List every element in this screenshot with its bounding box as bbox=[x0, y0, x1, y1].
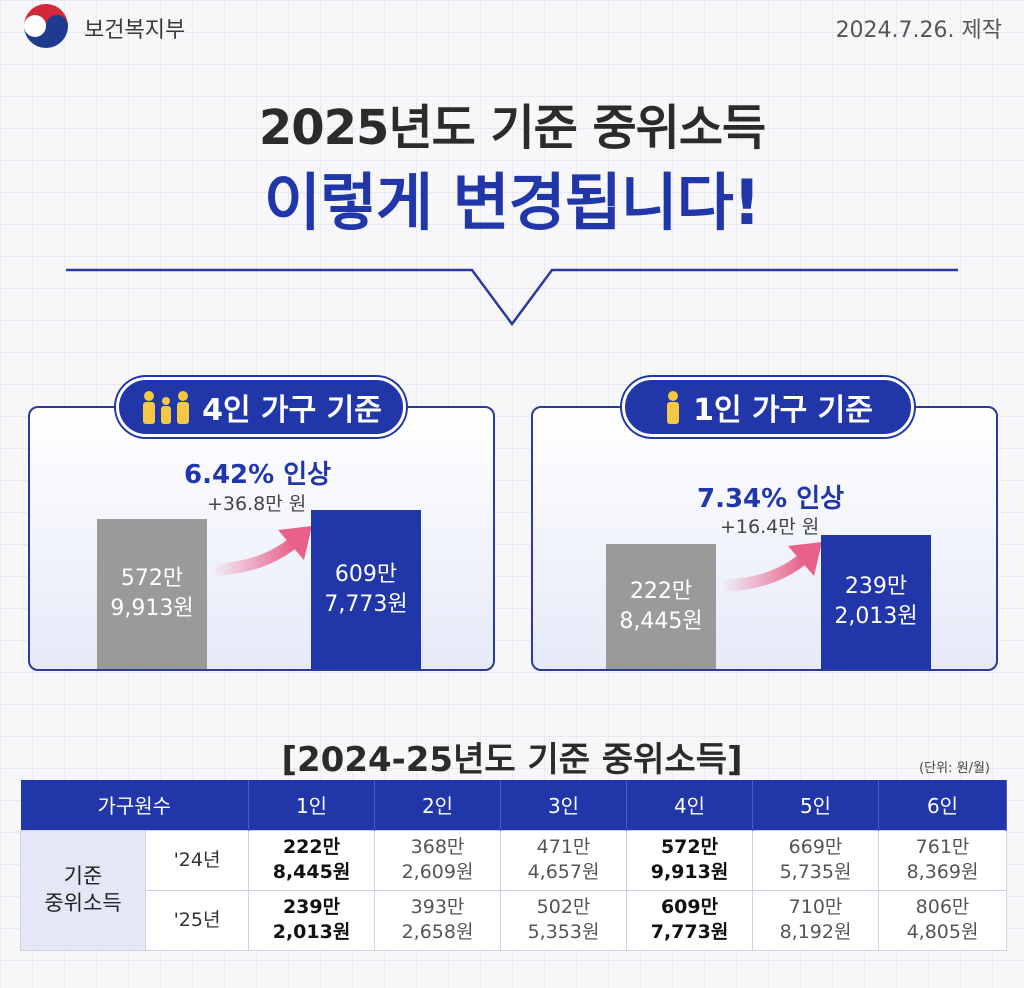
table-cell: 239만 2,013원 bbox=[248, 889, 376, 951]
increase-amount-4person: +36.8만 원 bbox=[207, 493, 307, 515]
row-label-median-income: 기준 중위소득 bbox=[20, 829, 146, 951]
header-col: 3인 bbox=[500, 780, 628, 830]
table-row: '25년 239만 2,013원 393만 2,658원 502만 5,353원 60… bbox=[21, 889, 1008, 951]
pill-4person-label: 4인 가구 기준 bbox=[202, 393, 382, 428]
bar-label: 222만 bbox=[629, 578, 693, 604]
table-cell: 609만 7,773원 bbox=[626, 889, 754, 951]
bar-label: 8,445원 bbox=[619, 608, 703, 634]
table-unit: (단위: 원/월) bbox=[919, 761, 990, 776]
table-cell: 471만 4,657원 bbox=[500, 829, 628, 891]
pill-1person-label: 1인 가구 기준 bbox=[693, 393, 873, 428]
table-title: [2024-25년도 기준 중위소득] bbox=[281, 740, 743, 780]
table-cell: 502만 5,353원 bbox=[500, 889, 628, 951]
header-household-size: 가구원수 bbox=[20, 780, 250, 830]
header-col: 6인 bbox=[878, 780, 1008, 830]
header-col: 4인 bbox=[626, 780, 754, 830]
table-cell: 761만 8,369원 bbox=[878, 829, 1008, 891]
bar-label: 609만 bbox=[334, 561, 398, 587]
increase-amount-1person: +16.4만 원 bbox=[720, 516, 820, 538]
ministry-logo-icon bbox=[24, 4, 68, 48]
bar-label: 9,913원 bbox=[110, 596, 194, 621]
table-cell: 669만 5,735원 bbox=[752, 829, 880, 891]
median-income-table: 가구원수 1인 2인 3인 4인 5인 6인 기준 중위소득 '24년 222만… bbox=[20, 780, 1008, 951]
bar-label: 572만 bbox=[120, 566, 184, 592]
bar-label: 2,013원 bbox=[834, 604, 918, 629]
pill-4person: 4인 가구 기준 bbox=[116, 377, 406, 437]
header-col: 5인 bbox=[752, 780, 880, 830]
person-icon bbox=[667, 391, 680, 424]
bar-1person-2024: 222만 8,445원 bbox=[606, 544, 716, 669]
increase-pct-4person: 6.42% 인상 bbox=[184, 460, 332, 490]
table-cell: 368만 2,609원 bbox=[374, 829, 502, 891]
increase-arrow-4person-icon bbox=[208, 526, 312, 576]
year-label: '25년 bbox=[144, 889, 250, 951]
table-cell: 572만 9,913원 bbox=[626, 829, 754, 891]
table-cell: 393만 2,658원 bbox=[374, 889, 502, 951]
bar-label: 239만 bbox=[844, 574, 908, 600]
bar-4person-2024: 572만 9,913원 bbox=[97, 519, 207, 669]
made-date: 2024.7.26. 제작 bbox=[835, 18, 1002, 43]
table-cell: 710만 8,192원 bbox=[752, 889, 880, 951]
row-label-line: 기준 bbox=[63, 863, 103, 888]
increase-arrow-1person-icon bbox=[718, 542, 822, 592]
page-title-line2: 이렇게 변경됩니다! bbox=[263, 166, 761, 239]
year-label: '24년 bbox=[144, 829, 250, 891]
row-label-line: 중위소득 bbox=[44, 891, 122, 915]
bar-label: 7,773원 bbox=[324, 591, 408, 617]
family-icon bbox=[143, 391, 190, 424]
increase-pct-1person: 7.34% 인상 bbox=[697, 484, 845, 514]
divider-arrow bbox=[66, 268, 958, 327]
bar-4person-2025: 609만 7,773원 bbox=[311, 510, 421, 669]
page-title-line1: 2025년도 기준 중위소득 bbox=[258, 100, 766, 156]
header-col: 2인 bbox=[374, 780, 502, 830]
table-header-row: 가구원수 1인 2인 3인 4인 5인 6인 bbox=[20, 780, 1008, 830]
table-cell: 222만 8,445원 bbox=[248, 829, 376, 891]
table-row: 기준 중위소득 '24년 222만 8,445원 368만 2,609원 471만 4… bbox=[20, 829, 1008, 951]
table-cell: 806만 4,805원 bbox=[878, 889, 1008, 951]
header-col: 1인 bbox=[248, 780, 376, 830]
ministry-name: 보건복지부 bbox=[84, 18, 186, 43]
pill-1person: 1인 가구 기준 bbox=[622, 377, 914, 437]
bar-1person-2025: 239만 2,013원 bbox=[821, 535, 931, 669]
